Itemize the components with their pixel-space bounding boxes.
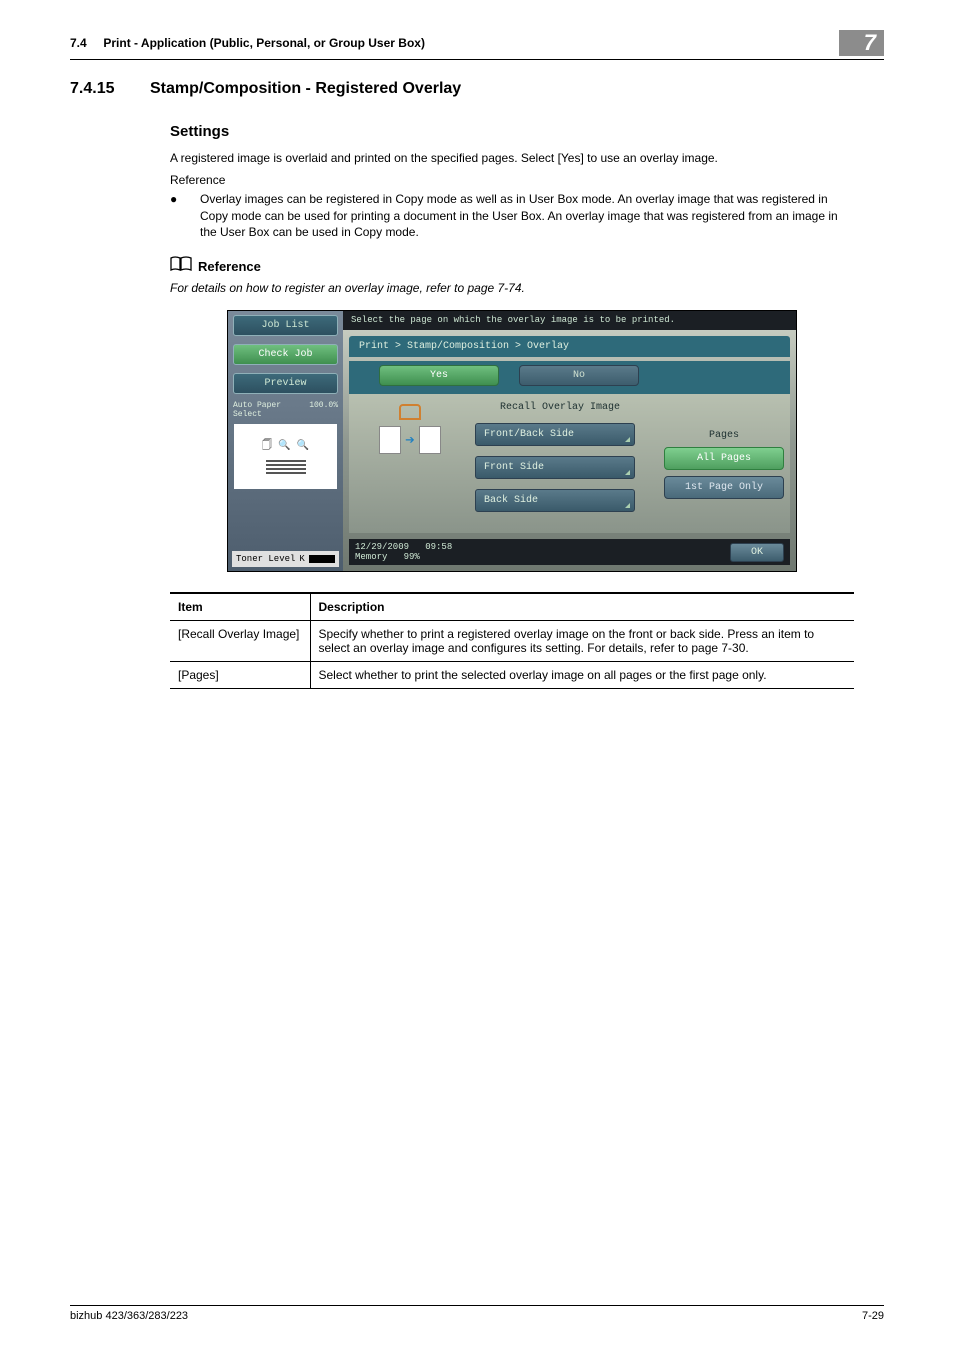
instruction-text: Select the page on which the overlay ima…	[343, 311, 796, 330]
header-left: 7.4 Print - Application (Public, Persona…	[70, 36, 425, 50]
chapter-tab: 7	[839, 30, 884, 56]
reference-icon-row: Reference	[170, 256, 854, 277]
settings-heading: Settings	[170, 123, 854, 140]
preview-lines	[266, 458, 306, 476]
mid-center: Recall Overlay Image Front/Back Side Fro…	[475, 400, 654, 527]
cell-desc: Specify whether to print a registered ov…	[310, 621, 854, 662]
printer-panel: Job List Check Job Preview Auto Paper Se…	[227, 310, 797, 572]
datetime-block: 12/29/2009 09:58 Memory 99%	[355, 542, 452, 562]
auto-paper-label: Auto Paper Select 100.0%	[233, 401, 338, 419]
section-heading: 7.4.15 Stamp/Composition - Registered Ov…	[70, 80, 884, 98]
recall-label: Recall Overlay Image	[475, 402, 654, 413]
front-back-button[interactable]: Front/Back Side	[475, 423, 635, 446]
ok-button[interactable]: OK	[730, 543, 784, 562]
th-desc: Description	[310, 593, 854, 621]
mid-left: ➔	[355, 400, 465, 527]
job-list-button[interactable]: Job List	[233, 315, 338, 336]
reference-plain: Reference	[170, 173, 854, 187]
preview-icons: 🗍 🔍 🔍	[262, 438, 309, 455]
auto-paper-text: Auto Paper Select	[233, 401, 309, 419]
section-title: Stamp/Composition - Registered Overlay	[150, 80, 461, 98]
pages-label: Pages	[664, 430, 784, 441]
date-text: 12/29/2009	[355, 542, 409, 552]
reference-bold: Reference	[198, 259, 261, 274]
memory-pct: 99%	[404, 552, 420, 562]
doc-pair-icon: ➔	[379, 426, 441, 454]
toner-level: Toner Level K	[232, 551, 339, 567]
cell-desc: Select whether to print the selected ove…	[310, 662, 854, 689]
section-number: 7.4.15	[70, 80, 150, 98]
header-section-title: Print - Application (Public, Personal, o…	[103, 36, 425, 50]
page-footer: bizhub 423/363/283/223 7-29	[70, 1305, 884, 1322]
yes-button[interactable]: Yes	[379, 365, 499, 386]
mid-area: ➔ Recall Overlay Image Front/Back Side F…	[349, 394, 790, 533]
bullet-dot: ●	[170, 191, 200, 241]
header-section-num: 7.4	[70, 36, 87, 50]
mid-right: Pages All Pages 1st Page Only	[664, 400, 784, 527]
toner-bar	[309, 555, 335, 563]
front-side-button[interactable]: Front Side	[475, 456, 635, 479]
th-item: Item	[170, 593, 310, 621]
cell-item: [Recall Overlay Image]	[170, 621, 310, 662]
check-job-button[interactable]: Check Job	[233, 344, 338, 365]
description-table: Item Description [Recall Overlay Image] …	[170, 592, 854, 689]
cell-item: [Pages]	[170, 662, 310, 689]
first-page-button[interactable]: 1st Page Only	[664, 476, 784, 499]
table-row: [Pages] Select whether to print the sele…	[170, 662, 854, 689]
all-pages-button[interactable]: All Pages	[664, 447, 784, 470]
reference-italic: For details on how to register an overla…	[170, 281, 854, 295]
table-header-row: Item Description	[170, 593, 854, 621]
breadcrumb: Print > Stamp/Composition > Overlay	[349, 336, 790, 357]
bullet-item: ● Overlay images can be registered in Co…	[170, 191, 854, 241]
clip-icon	[399, 404, 421, 420]
back-side-button[interactable]: Back Side	[475, 489, 635, 512]
yes-no-row: Yes No	[349, 361, 790, 394]
book-icon	[170, 256, 192, 277]
footer-left: bizhub 423/363/283/223	[70, 1310, 188, 1322]
toner-label: Toner Level	[236, 554, 295, 564]
footer-right: 7-29	[862, 1310, 884, 1322]
no-button[interactable]: No	[519, 365, 639, 386]
preview-thumb: 🗍 🔍 🔍	[234, 424, 337, 489]
bullet-text: Overlay images can be registered in Copy…	[200, 191, 854, 241]
toner-k: K	[299, 554, 304, 564]
preview-button[interactable]: Preview	[233, 373, 338, 394]
content-block: Settings A registered image is overlaid …	[170, 123, 854, 689]
zoom-text: 100.0%	[309, 401, 338, 419]
memory-label: Memory	[355, 552, 387, 562]
bottom-bar: 12/29/2009 09:58 Memory 99% OK	[349, 539, 790, 565]
panel-main: Select the page on which the overlay ima…	[343, 311, 796, 571]
page-header: 7.4 Print - Application (Public, Persona…	[70, 30, 884, 60]
time-text: 09:58	[425, 542, 452, 552]
intro-text: A registered image is overlaid and print…	[170, 150, 854, 167]
table-row: [Recall Overlay Image] Specify whether t…	[170, 621, 854, 662]
panel-sidebar: Job List Check Job Preview Auto Paper Se…	[228, 311, 343, 571]
